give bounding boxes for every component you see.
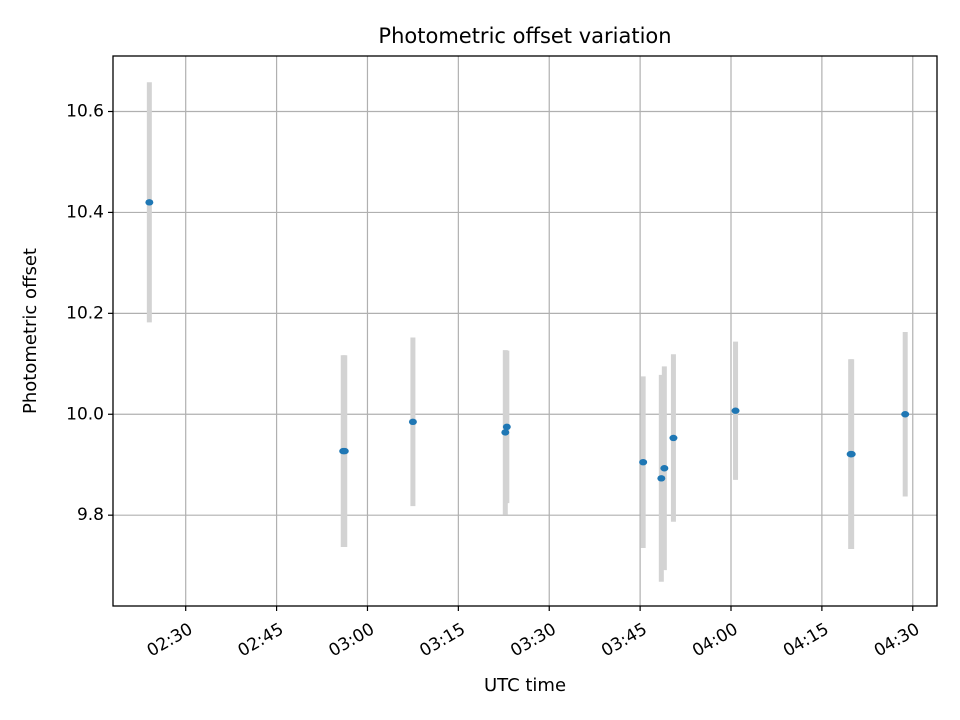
data-point <box>657 475 666 482</box>
data-point <box>731 407 740 414</box>
y-tick-label: 9.8 <box>77 505 104 525</box>
data-point <box>639 458 648 466</box>
data-point <box>145 199 154 206</box>
y-tick-label: 10.4 <box>66 202 104 222</box>
x-tick-label: 02:45 <box>235 619 287 661</box>
y-tick-label: 10.0 <box>66 404 104 424</box>
data-point <box>502 423 511 431</box>
y-tick-label: 10.6 <box>66 102 104 122</box>
data-point <box>340 447 349 455</box>
x-tick-label: 04:30 <box>871 619 923 661</box>
chart-title: Photometric offset variation <box>378 24 671 48</box>
tick-layer: 02:30 02:45 03:00 03:15 03:30 03:45 04:00 04:15… <box>66 102 923 662</box>
y-tick-label: 10.2 <box>66 303 104 323</box>
x-tick-label: 02:30 <box>144 619 196 661</box>
plot-frame <box>112 55 938 607</box>
errorbar-layer <box>146 82 908 582</box>
y-axis-title: Photometric offset <box>20 248 41 414</box>
data-point <box>847 450 856 458</box>
x-tick-label: 03:15 <box>416 619 468 661</box>
x-tick-label: 04:00 <box>689 619 741 661</box>
x-tick-label: 03:30 <box>507 619 559 661</box>
x-tick-label: 04:15 <box>780 619 832 661</box>
data-point <box>669 434 678 442</box>
x-tick-label: 03:45 <box>598 619 650 661</box>
x-tick-label: 03:00 <box>326 619 378 661</box>
data-point <box>660 465 669 472</box>
point-layer <box>145 199 910 482</box>
data-point <box>901 411 910 418</box>
grid-layer <box>113 56 937 606</box>
x-axis-title: UTC time <box>484 675 566 696</box>
data-point <box>501 429 510 436</box>
data-point <box>408 418 417 426</box>
